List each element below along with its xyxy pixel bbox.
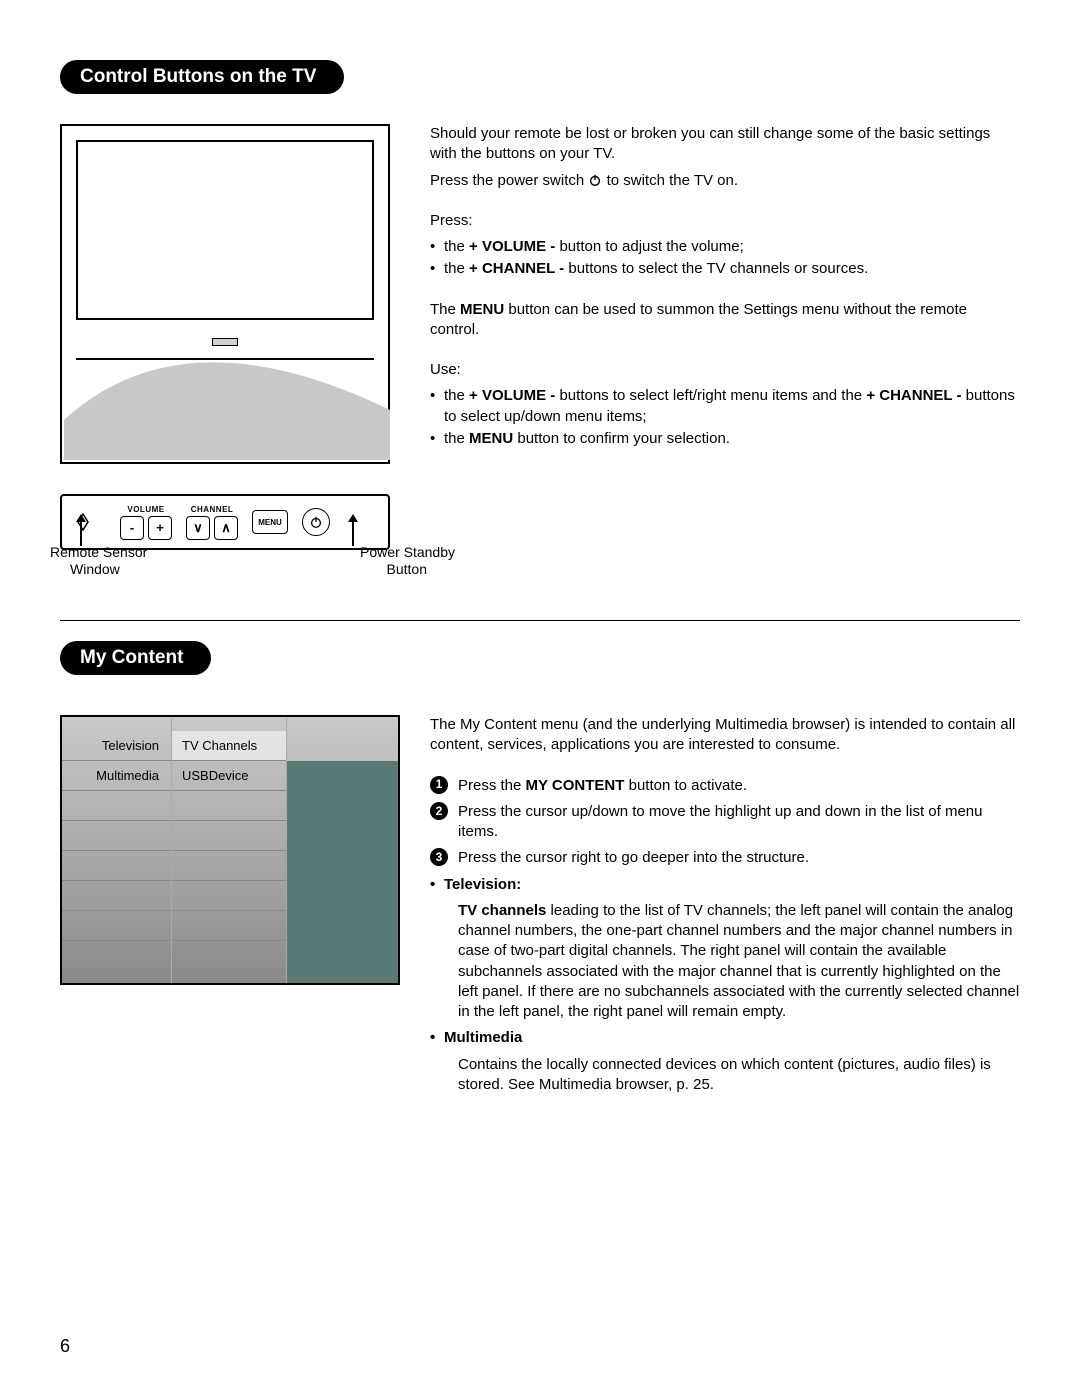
s1-press: Press: bbox=[430, 211, 1020, 231]
channel-label: CHANNEL bbox=[191, 505, 234, 514]
menu-item-usbdevice[interactable]: USBDevice bbox=[172, 761, 286, 791]
tv-slot-upper bbox=[212, 338, 238, 346]
menu-preview-pane bbox=[287, 761, 398, 983]
menu-blank: . bbox=[62, 791, 171, 821]
menu-blank: . bbox=[172, 911, 286, 941]
callout-left-line1: Remote Sensor bbox=[50, 544, 220, 561]
s1-use: Use: bbox=[430, 360, 1020, 380]
volume-minus-button[interactable]: - bbox=[120, 516, 144, 540]
s2-tv-body: TV channels leading to the list of TV ch… bbox=[458, 901, 1020, 1023]
s1-u1: the + VOLUME - buttons to select left/ri… bbox=[430, 386, 1020, 427]
s2-n3: 3Press the cursor right to go deeper int… bbox=[430, 848, 1020, 868]
section1-body: Should your remote be lost or broken you… bbox=[430, 124, 1020, 550]
menu-item-tvchannels[interactable]: TV Channels bbox=[172, 731, 286, 761]
menu-item-television[interactable]: Television bbox=[62, 731, 171, 761]
s2-n2: 2Press the cursor up/down to move the hi… bbox=[430, 802, 1020, 843]
channel-up-button[interactable]: ∧ bbox=[214, 516, 238, 540]
menu-blank: . bbox=[62, 911, 171, 941]
s2-n1: 1Press the MY CONTENT button to activate… bbox=[430, 776, 1020, 796]
callout-line-left bbox=[80, 520, 82, 546]
s2-mm-head: Multimedia bbox=[430, 1028, 1020, 1048]
power-icon bbox=[588, 173, 602, 187]
s2-tv-head: Television: bbox=[430, 875, 1020, 895]
channel-group: CHANNEL ∨ ∧ bbox=[186, 505, 238, 540]
tv-outline bbox=[60, 124, 390, 464]
s2-steps: 1Press the MY CONTENT button to activate… bbox=[430, 776, 1020, 869]
step-2-icon: 2 bbox=[430, 802, 448, 820]
tv-screen bbox=[76, 140, 374, 320]
tv-base-curve bbox=[64, 350, 390, 460]
volume-plus-button[interactable]: + bbox=[148, 516, 172, 540]
control-panel: VOLUME - + CHANNEL ∨ ∧ bbox=[60, 494, 390, 550]
section-my-content: My Content Television Multimedia . . . .… bbox=[60, 641, 1020, 1101]
s2-intro: The My Content menu (and the underlying … bbox=[430, 715, 1020, 756]
s2-mm-body: Contains the locally connected devices o… bbox=[458, 1055, 1020, 1096]
s1-p2a: Press the power switch bbox=[430, 172, 588, 189]
menu-blank: . bbox=[172, 851, 286, 881]
callout-left-line2: Window bbox=[50, 561, 220, 578]
menu-col-1: Television Multimedia . . . . . . bbox=[62, 717, 172, 983]
callout-line-right bbox=[352, 520, 354, 546]
menu-blank: . bbox=[172, 941, 286, 971]
callout-right-line1: Power Standby bbox=[285, 544, 455, 561]
menu-blank: . bbox=[172, 821, 286, 851]
menu-col-3 bbox=[287, 717, 398, 983]
section2-body: The My Content menu (and the underlying … bbox=[430, 715, 1020, 1101]
menu-col-2: TV Channels USBDevice . . . . . . bbox=[172, 717, 287, 983]
menu-blank: . bbox=[172, 791, 286, 821]
power-button[interactable] bbox=[302, 508, 330, 536]
menu-item-multimedia[interactable]: Multimedia bbox=[62, 761, 171, 791]
channel-down-button[interactable]: ∨ bbox=[186, 516, 210, 540]
menu-blank: . bbox=[62, 821, 171, 851]
my-content-menu: Television Multimedia . . . . . . TV Cha… bbox=[60, 715, 400, 985]
s1-p2: Press the power switch to switch the TV … bbox=[430, 171, 1020, 191]
s1-u2: the MENU button to confirm your selectio… bbox=[430, 429, 1020, 449]
s1-b1: the + VOLUME - button to adjust the volu… bbox=[430, 237, 1020, 257]
section-divider bbox=[60, 620, 1020, 621]
volume-label: VOLUME bbox=[127, 505, 164, 514]
callout-power: Power Standby Button bbox=[285, 544, 455, 578]
menu-blank: . bbox=[172, 881, 286, 911]
tv-diagram-wrap: VOLUME - + CHANNEL ∨ ∧ bbox=[60, 124, 400, 550]
s2-mm-bullet: Multimedia bbox=[430, 1028, 1020, 1048]
s1-press-list: the + VOLUME - button to adjust the volu… bbox=[430, 237, 1020, 280]
section2-title: My Content bbox=[60, 641, 211, 675]
s1-b2: the + CHANNEL - buttons to select the TV… bbox=[430, 259, 1020, 279]
s1-p2b: to switch the TV on. bbox=[607, 172, 738, 189]
callout-right-line2: Button bbox=[285, 561, 455, 578]
page-number: 6 bbox=[60, 1336, 70, 1357]
step-1-icon: 1 bbox=[430, 776, 448, 794]
s2-tv-bullet: Television: bbox=[430, 875, 1020, 895]
step-3-icon: 3 bbox=[430, 848, 448, 866]
menu-blank: . bbox=[62, 941, 171, 971]
menu-diagram-wrap: Television Multimedia . . . . . . TV Cha… bbox=[60, 715, 400, 1101]
volume-group: VOLUME - + bbox=[120, 505, 172, 540]
menu-button[interactable]: MENU bbox=[252, 510, 288, 534]
callout-remote-sensor: Remote Sensor Window bbox=[50, 544, 220, 578]
s1-p1: Should your remote be lost or broken you… bbox=[430, 124, 1020, 165]
s1-p3: The MENU button can be used to summon th… bbox=[430, 300, 1020, 341]
s1-use-list: the + VOLUME - buttons to select left/ri… bbox=[430, 386, 1020, 449]
section1-title: Control Buttons on the TV bbox=[60, 60, 344, 94]
menu-blank: . bbox=[62, 881, 171, 911]
section-control-buttons: Control Buttons on the TV bbox=[60, 60, 1020, 550]
menu-blank: . bbox=[62, 851, 171, 881]
